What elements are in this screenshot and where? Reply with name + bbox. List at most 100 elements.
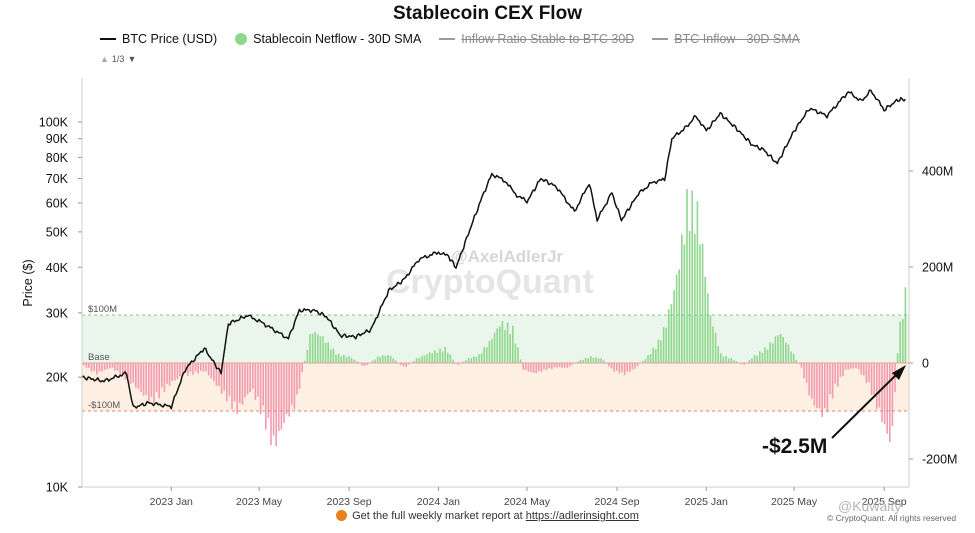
netflow-bar bbox=[207, 363, 210, 376]
netflow-bars bbox=[83, 189, 907, 447]
netflow-bar bbox=[187, 363, 189, 376]
netflow-bar bbox=[155, 363, 158, 392]
netflow-bar bbox=[501, 321, 504, 363]
netflow-bar bbox=[161, 363, 163, 388]
footer: Get the full weekly market report at htt… bbox=[0, 510, 975, 522]
netflow-bar bbox=[597, 358, 600, 363]
netflow-bar bbox=[769, 342, 771, 363]
legend-item-btc-price[interactable]: BTC Price (USD) bbox=[100, 32, 217, 46]
netflow-bar bbox=[371, 360, 374, 363]
netflow-bar bbox=[465, 360, 467, 363]
netflow-bar bbox=[530, 363, 532, 373]
netflow-bar bbox=[314, 332, 316, 363]
netflow-bar bbox=[283, 363, 285, 423]
netflow-bar bbox=[883, 363, 886, 425]
netflow-bar bbox=[166, 363, 168, 384]
netflow-bar bbox=[740, 363, 743, 365]
netflow-bar bbox=[298, 363, 301, 389]
netflow-bar bbox=[608, 363, 610, 367]
legend-item-stablecoin-netflow[interactable]: Stablecoin Netflow - 30D SMA bbox=[235, 32, 421, 46]
netflow-bar bbox=[837, 363, 839, 387]
netflow-bar bbox=[662, 327, 665, 363]
netflow-bar bbox=[470, 358, 472, 363]
netflow-bar bbox=[246, 363, 249, 395]
netflow-bar bbox=[366, 363, 368, 365]
netflow-bar bbox=[626, 363, 628, 372]
netflow-bar bbox=[350, 357, 353, 363]
footer-link[interactable]: https://adlerinsight.com bbox=[525, 510, 639, 522]
netflow-bar bbox=[384, 355, 387, 363]
netflow-bar bbox=[582, 359, 584, 363]
netflow-bar bbox=[244, 363, 246, 398]
pager-down-icon[interactable]: ▼ bbox=[127, 54, 137, 64]
netflow-bar bbox=[241, 363, 244, 405]
netflow-bar bbox=[270, 363, 272, 446]
netflow-bar bbox=[665, 327, 667, 363]
netflow-bar bbox=[200, 363, 202, 371]
netflow-bar bbox=[129, 363, 132, 384]
netflow-bar bbox=[616, 363, 618, 371]
netflow-bar bbox=[621, 363, 623, 372]
netflow-bar bbox=[415, 358, 418, 363]
netflow-bar bbox=[324, 343, 327, 363]
x-tick-label: 2025 Jan bbox=[685, 496, 728, 508]
netflow-bar bbox=[319, 336, 322, 363]
netflow-bar bbox=[795, 359, 797, 363]
right-tick-label: -200M bbox=[922, 453, 957, 467]
netflow-bar bbox=[584, 357, 587, 363]
reference-label: Base bbox=[88, 352, 110, 363]
netflow-bar bbox=[748, 359, 751, 363]
netflow-bar bbox=[512, 325, 514, 363]
legend-pager: ▲ 1/3 ▼ bbox=[100, 54, 136, 64]
netflow-bar bbox=[467, 358, 470, 363]
netflow-bar bbox=[389, 355, 392, 363]
positive-band bbox=[82, 315, 909, 363]
netflow-swatch bbox=[235, 33, 248, 45]
netflow-bar bbox=[743, 363, 745, 365]
netflow-bar bbox=[265, 363, 267, 430]
netflow-bar bbox=[111, 363, 114, 368]
netflow-bar bbox=[220, 363, 223, 394]
netflow-bar bbox=[844, 363, 847, 370]
netflow-bar bbox=[842, 363, 844, 377]
netflow-bar bbox=[499, 326, 501, 363]
netflow-bar bbox=[587, 358, 589, 363]
netflow-bar bbox=[525, 363, 527, 370]
netflow-bar bbox=[561, 363, 563, 368]
netflow-bar bbox=[387, 354, 389, 363]
netflow-bar bbox=[712, 326, 714, 363]
legend-item-btc-inflow[interactable]: BTC Inflow - 30D SMA bbox=[652, 32, 800, 46]
netflow-bar bbox=[813, 363, 816, 406]
x-tick-label: 2023 May bbox=[236, 496, 283, 508]
netflow-bar bbox=[413, 360, 415, 363]
netflow-bar bbox=[431, 353, 433, 363]
netflow-bar bbox=[603, 360, 605, 363]
netflow-bar bbox=[335, 354, 337, 363]
copyright: © CryptoQuant. All rights reserved bbox=[827, 513, 957, 523]
x-tick-label: 2024 May bbox=[504, 496, 551, 508]
legend-item-inflow-ratio[interactable]: Inflow Ratio Stable to BTC 30D bbox=[439, 32, 634, 46]
reference-bands bbox=[82, 315, 909, 411]
btc-price-swatch bbox=[100, 38, 116, 40]
netflow-bar bbox=[85, 363, 88, 369]
netflow-bar bbox=[592, 358, 595, 363]
left-tick-label: 30K bbox=[46, 306, 69, 320]
netflow-bar bbox=[579, 359, 582, 363]
netflow-bar bbox=[189, 363, 192, 373]
netflow-bar bbox=[480, 353, 483, 363]
legend: BTC Price (USD) Stablecoin Netflow - 30D… bbox=[100, 32, 800, 46]
netflow-bar bbox=[821, 363, 823, 417]
netflow-bar bbox=[834, 363, 836, 384]
pager-up-icon[interactable]: ▲ bbox=[100, 54, 109, 64]
netflow-bar bbox=[839, 363, 842, 377]
netflow-bar bbox=[538, 363, 540, 372]
netflow-bar bbox=[444, 346, 446, 363]
netflow-bar bbox=[257, 363, 259, 397]
netflow-bar bbox=[103, 363, 106, 371]
netflow-bar bbox=[285, 363, 288, 415]
netflow-bar bbox=[709, 314, 712, 363]
netflow-bar bbox=[306, 350, 309, 363]
netflow-bar bbox=[296, 363, 298, 395]
netflow-bar bbox=[179, 363, 181, 376]
netflow-bar bbox=[675, 274, 678, 363]
